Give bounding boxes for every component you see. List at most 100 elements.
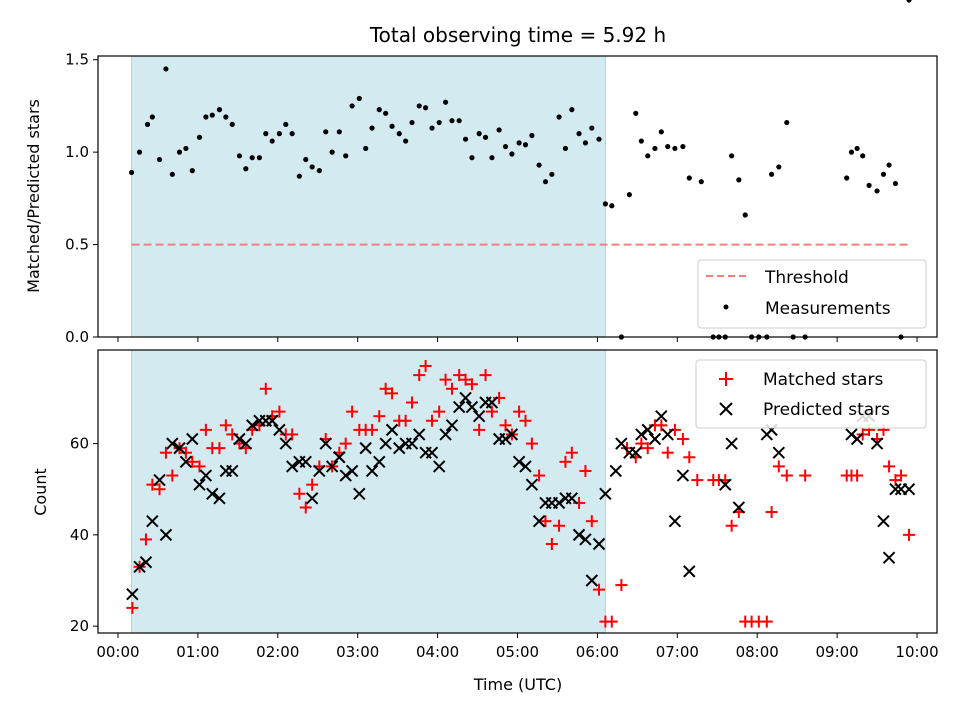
measurement-point <box>196 134 203 140</box>
legend-predicted-label: Predicted stars <box>763 400 890 420</box>
predicted-star-point <box>439 428 452 441</box>
measurement-point <box>892 180 899 187</box>
matched-star-point <box>259 382 272 395</box>
predicted-star-point <box>385 423 399 437</box>
predicted-star-point <box>345 464 359 478</box>
bottom-observing-window <box>131 349 606 634</box>
predicted-star-point <box>319 437 332 450</box>
measurement-point <box>462 136 469 142</box>
predicted-star-point <box>648 432 662 446</box>
measurement-point <box>509 151 515 157</box>
predicted-star-point <box>199 469 213 482</box>
measurement-point <box>236 153 243 159</box>
measurement-point <box>296 173 302 179</box>
measurement-point <box>263 131 269 137</box>
y-tick-label: 0.5 <box>65 236 89 254</box>
predicted-star-point <box>902 483 916 496</box>
matched-star-point <box>903 528 916 541</box>
predicted-star-point <box>683 565 696 578</box>
measurement-point <box>496 127 502 133</box>
measurement-point <box>423 105 429 111</box>
measurement-point <box>874 188 880 194</box>
predicted-star-point <box>299 455 312 469</box>
predicted-star-point <box>405 437 419 450</box>
measurement-point <box>698 179 704 185</box>
measurement-point <box>680 143 686 150</box>
measurement-point <box>176 149 183 155</box>
matched-star-point <box>525 437 538 450</box>
matched-star-point <box>661 446 674 459</box>
predicted-star-point <box>226 464 239 478</box>
measurement-point <box>489 155 495 161</box>
measurement-point <box>128 169 135 176</box>
measurement-point <box>456 118 462 124</box>
y-tick-label: 40 <box>70 526 89 544</box>
predicted-star-point <box>512 455 526 469</box>
predicted-star-point <box>133 560 146 574</box>
x-tick-label: 02:00 <box>256 643 299 661</box>
matched-star-point <box>883 460 896 473</box>
predicted-star-point <box>725 437 738 450</box>
measurement-point <box>516 140 522 146</box>
matched-star-point <box>641 442 654 455</box>
predicted-star-point <box>579 533 592 546</box>
predicted-star-point <box>239 437 253 450</box>
measurement-point <box>156 156 163 163</box>
measurement-point <box>416 103 422 109</box>
measurement-point <box>880 171 887 177</box>
predicted-star-point <box>233 432 246 446</box>
matched-star-point <box>219 419 232 432</box>
predicted-star-point <box>173 441 186 455</box>
matched-star-point <box>760 615 773 628</box>
predicted-star-point <box>333 451 346 464</box>
predicted-star-point <box>393 441 406 455</box>
measurement-point <box>854 145 860 152</box>
measurement-point <box>403 138 409 144</box>
predicted-star-point <box>379 437 392 450</box>
matched-star-point <box>691 474 704 487</box>
measurement-point <box>556 114 562 120</box>
predicted-star-point <box>452 400 466 414</box>
matched-star-point <box>386 387 399 400</box>
matched-star-point <box>513 405 526 418</box>
matched-star-point <box>579 464 592 477</box>
measurement-point <box>276 131 282 137</box>
matched-star-point <box>199 423 212 436</box>
measurement-point <box>136 149 143 155</box>
legend-threshold-label: Threshold <box>764 268 849 288</box>
matched-star-point <box>379 382 392 395</box>
predicted-star-point <box>519 460 532 473</box>
bottom-panel: 00:00 01:00 02:00 03:00 04:00 05:00 06:00 07:00… <box>31 349 939 694</box>
matched-star-point <box>293 487 306 500</box>
bottom-legend: Matched stars Predicted stars <box>695 359 927 429</box>
predicted-star-point <box>359 441 372 455</box>
y-tick-label: 60 <box>70 435 89 453</box>
matched-star-point <box>668 423 681 436</box>
predicted-star-point <box>153 473 166 487</box>
measurement-point <box>429 125 435 131</box>
x-tick-label: 00:00 <box>96 643 139 661</box>
measurement-point <box>742 212 748 218</box>
predicted-star-point <box>732 501 746 514</box>
measurement-point <box>323 129 329 135</box>
predicted-star-point <box>213 492 226 505</box>
predicted-star-point <box>661 428 674 441</box>
predicted-star-point <box>499 432 512 446</box>
matched-star-point <box>433 405 446 418</box>
predicted-star-point <box>206 487 219 500</box>
matched-star-point <box>373 410 386 423</box>
matched-star-point <box>159 446 172 459</box>
measurement-point <box>549 171 555 177</box>
measurement-point <box>442 99 449 105</box>
x-axis-label: Time (UTC) <box>473 675 562 694</box>
predicted-star-point <box>193 478 206 491</box>
matched-star-point <box>473 423 486 436</box>
measurement-point <box>652 145 658 152</box>
measurement-point <box>289 131 295 137</box>
predicted-star-point <box>532 514 546 528</box>
matched-star-point <box>419 359 432 372</box>
matched-star-point <box>299 501 312 514</box>
x-tick-label: 09:00 <box>816 643 859 661</box>
y-tick-label: 20 <box>70 617 89 635</box>
